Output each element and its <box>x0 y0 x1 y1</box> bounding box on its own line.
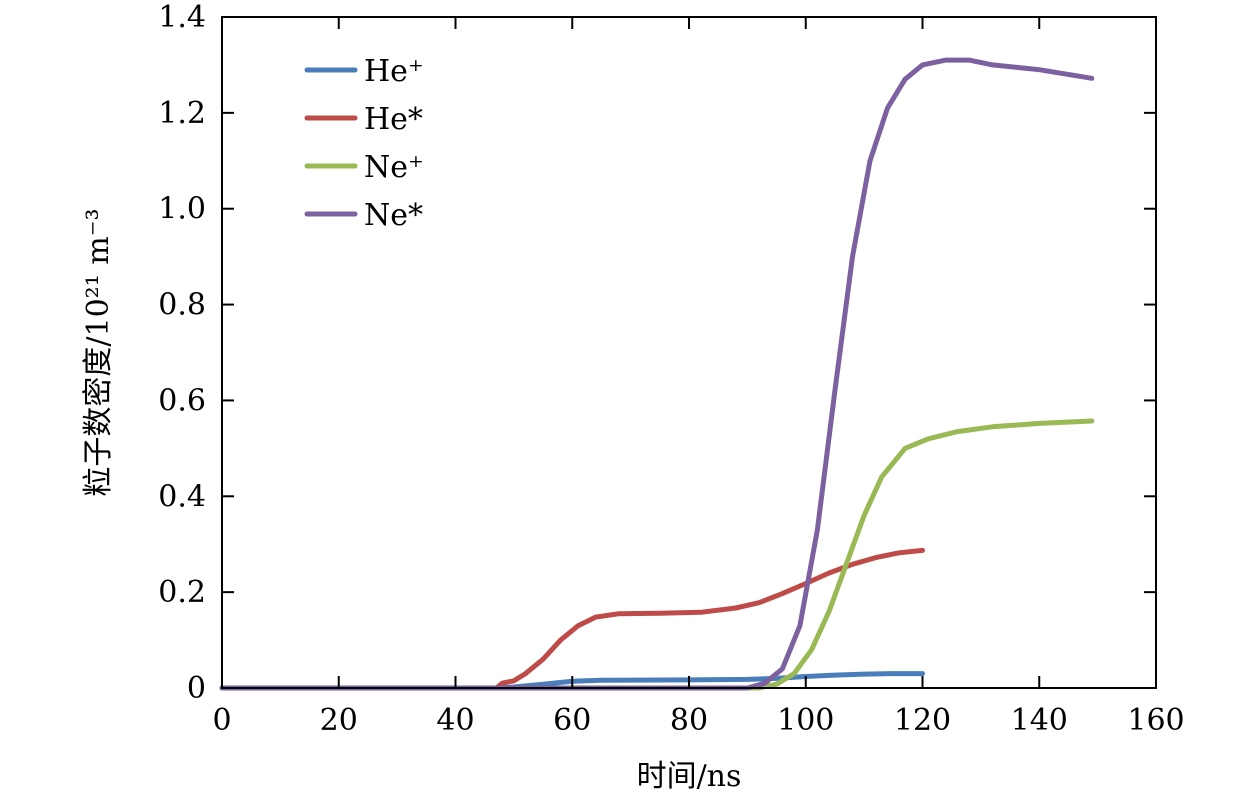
y-tick-label: 1.0 <box>158 192 206 227</box>
series-line-4 <box>219 57 1095 691</box>
legend: He⁺ He* Ne⁺ Ne* <box>304 54 424 233</box>
y-tick-label: 0 <box>187 671 206 706</box>
legend-label: Ne* <box>364 198 423 233</box>
legend-label: He⁺ <box>364 54 424 89</box>
series-layer <box>219 57 1095 691</box>
x-tick-label: 80 <box>670 703 708 738</box>
legend-label: He* <box>364 102 423 137</box>
y-tick-label: 0.4 <box>158 479 206 514</box>
x-tick-label: 100 <box>777 703 834 738</box>
series-line-2 <box>219 547 925 691</box>
y-tick-label: 1.2 <box>158 96 206 131</box>
plot-frame <box>221 16 1157 689</box>
x-tick-label: 0 <box>212 703 231 738</box>
x-tick-label: 140 <box>1011 703 1068 738</box>
y-axis-title: 粒子数密度/10²¹ m⁻³ <box>81 208 116 496</box>
y-tick-label: 0.2 <box>158 575 206 610</box>
series-line-3 <box>219 418 1095 691</box>
y-tick-label: 0.8 <box>158 288 206 323</box>
x-tick-label: 20 <box>320 703 358 738</box>
x-tick-label: 120 <box>894 703 951 738</box>
x-tick-label: 160 <box>1127 703 1184 738</box>
legend-label: Ne⁺ <box>364 150 424 185</box>
x-tick-label: 60 <box>553 703 591 738</box>
y-tick-label: 1.4 <box>158 0 206 35</box>
ticks-layer: 0 20 40 60 80 100 120 140 160 0 0.2 0.4 0.6 0.8 1.0 1.2… <box>158 0 1184 738</box>
x-tick-label: 40 <box>436 703 474 738</box>
x-axis-title: 时间/ns <box>637 759 742 794</box>
y-tick-label: 0.6 <box>158 383 206 418</box>
